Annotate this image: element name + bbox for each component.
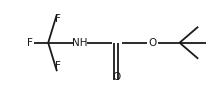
Text: O: O: [112, 72, 120, 82]
Text: F: F: [55, 61, 60, 71]
Text: NH: NH: [72, 38, 88, 48]
Text: F: F: [27, 38, 33, 48]
Text: O: O: [148, 38, 156, 48]
Text: F: F: [55, 14, 60, 24]
